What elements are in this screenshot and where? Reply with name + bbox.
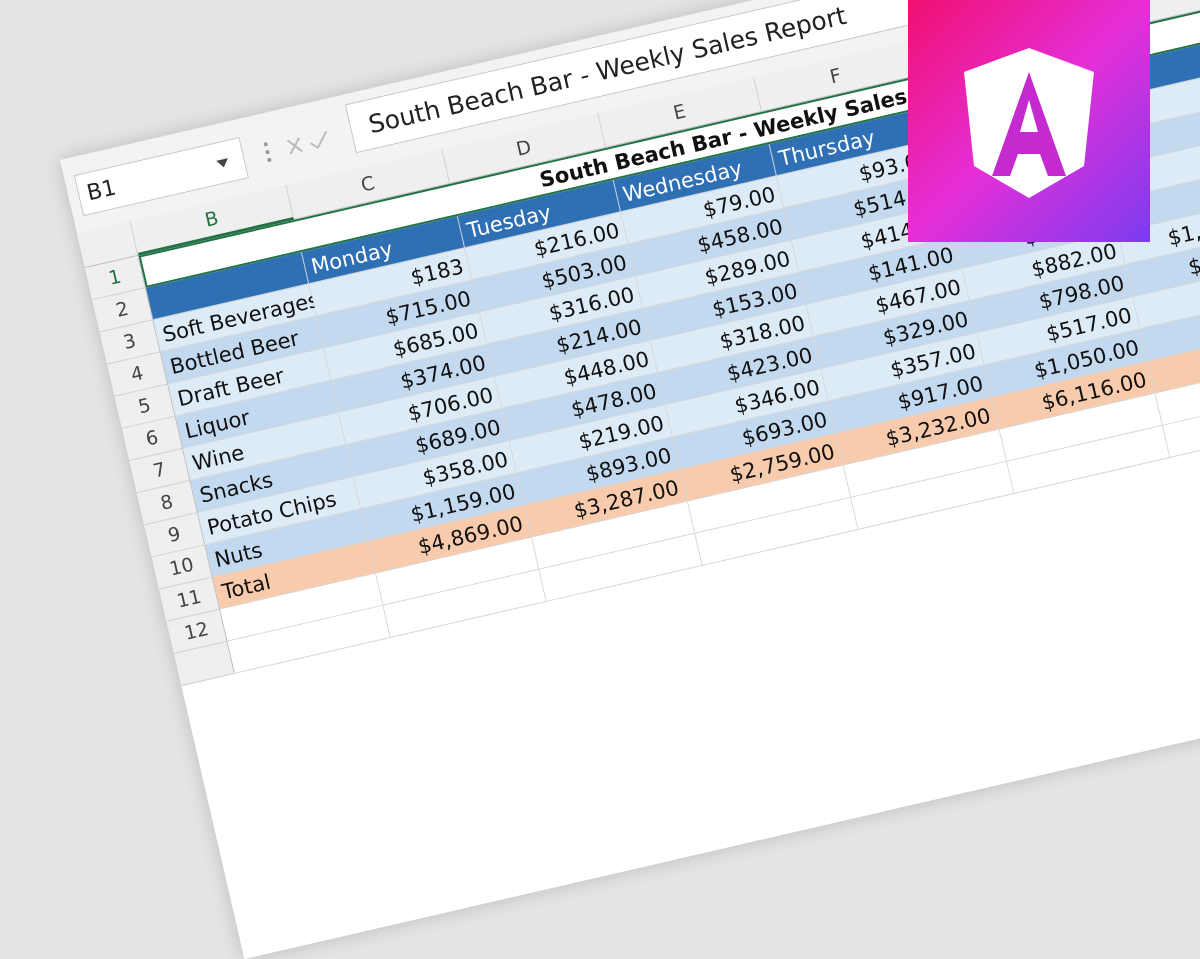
angular-logo	[908, 0, 1150, 242]
name-box[interactable]: B1	[73, 137, 249, 217]
name-box-text: B1	[84, 175, 119, 206]
dropdown-arrow	[216, 158, 228, 168]
page: {"name_box": "B1", "formula": "South Bea…	[60, 0, 1200, 959]
spreadsheet-window: B1 South Beach Bar - Weekly Sales Report…	[60, 0, 1200, 959]
formula-icons	[263, 130, 328, 162]
